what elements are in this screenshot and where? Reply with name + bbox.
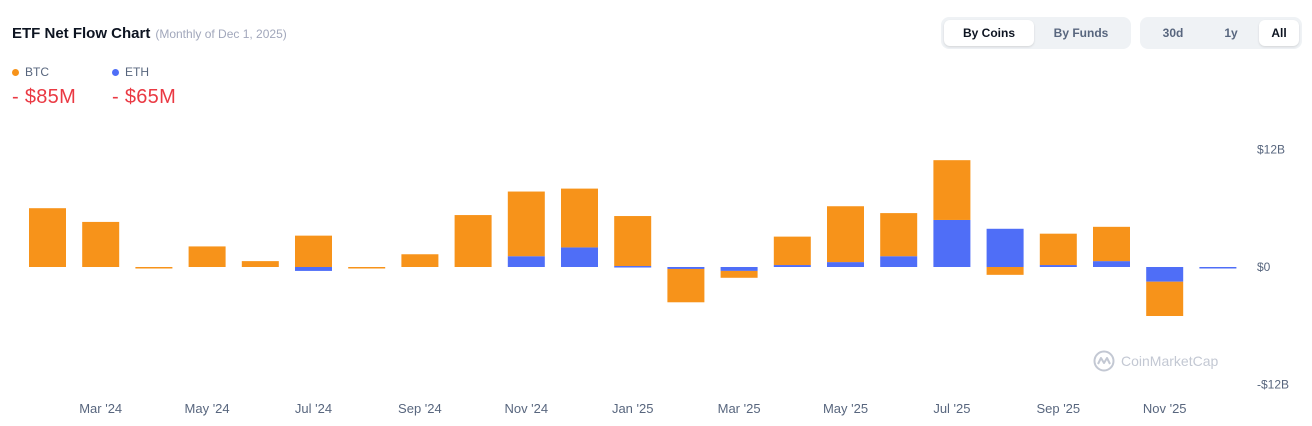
bar-btc-nov-25 (1146, 281, 1184, 316)
x-tick-label: Jan '25 (612, 401, 654, 416)
bar-btc-sep-24 (401, 254, 439, 267)
bar-btc-oct-25 (1093, 226, 1130, 262)
bar-eth-feb-25 (667, 267, 705, 269)
page-title: ETF Net Flow Chart (12, 25, 151, 42)
bar-btc-dec-24 (561, 188, 598, 248)
legend-item-btc[interactable]: BTC - $85M (12, 64, 112, 109)
bar-btc-jun-24 (241, 261, 279, 267)
legend-value-btc: - $85M (12, 86, 77, 108)
bar-btc-jun-25 (880, 213, 918, 257)
x-tick-label: Sep '24 (398, 401, 442, 416)
x-tick-label: Sep '25 (1036, 401, 1080, 416)
bar-eth-sep-25 (1039, 265, 1077, 267)
x-tick-label: Jul '25 (933, 401, 970, 416)
chart-subtitle: (Monthly of Dec 1, 2025) (155, 27, 287, 41)
bar-btc-mar-25 (720, 270, 758, 278)
bar-btc-feb-24 (29, 208, 66, 267)
bar-btc-jan-25 (614, 216, 652, 267)
legend: BTC - $85M ETH - $65M (12, 64, 212, 109)
bar-btc-aug-25 (986, 267, 1024, 275)
legend-item-eth[interactable]: ETH - $65M (112, 64, 212, 109)
x-tick-label: May '24 (185, 401, 230, 416)
y-tick-label: $12B (1257, 142, 1285, 156)
bar-eth-nov-24 (507, 256, 545, 267)
x-tick-label: May '25 (823, 401, 868, 416)
bar-eth-dec-24 (561, 247, 598, 267)
bar-eth-jun-25 (880, 256, 918, 267)
bar-eth-aug-25 (986, 228, 1024, 267)
x-tick-label: Mar '25 (718, 401, 761, 416)
bar-eth-may-25 (827, 262, 864, 267)
bar-btc-may-24 (188, 246, 226, 267)
coinmarketcap-logo-icon (1093, 350, 1115, 372)
legend-label-eth: ETH (125, 65, 149, 79)
bar-btc-may-25 (827, 206, 864, 263)
bar-btc-oct-24 (454, 215, 492, 267)
bar-eth-oct-25 (1093, 261, 1130, 267)
watermark-text: CoinMarketCap (1121, 353, 1219, 369)
legend-label-btc: BTC (25, 65, 49, 79)
by-funds-button[interactable]: By Funds (1053, 26, 1109, 40)
range-30d-button[interactable]: 30d (1162, 26, 1184, 40)
bar-btc-sep-25 (1039, 233, 1077, 266)
range-all-button[interactable]: All (1259, 20, 1299, 46)
bar-btc-apr-24 (135, 267, 173, 269)
by-coins-button[interactable]: By Coins (944, 20, 1034, 46)
bar-btc-aug-24 (348, 267, 386, 269)
bar-eth-jul-25 (933, 219, 971, 267)
bar-eth-dec-25 (1199, 267, 1237, 269)
bar-btc-jul-24 (295, 235, 332, 267)
y-tick-label: $0 (1257, 260, 1271, 274)
eth-dot-icon (112, 68, 119, 76)
bar-eth-mar-25 (720, 267, 758, 271)
x-tick-label: Mar '24 (79, 401, 122, 416)
x-tick-label: Nov '24 (504, 401, 548, 416)
x-tick-label: Jul '24 (295, 401, 332, 416)
bar-eth-jan-25 (614, 266, 652, 268)
group-toggle: By Coins By Funds (941, 17, 1131, 49)
legend-value-eth: - $65M (112, 86, 177, 108)
bar-btc-nov-24 (507, 191, 545, 257)
bar-btc-mar-24 (82, 221, 120, 267)
bar-eth-jul-24 (295, 267, 332, 271)
bar-btc-apr-25 (773, 236, 811, 266)
chart-header: ETF Net Flow Chart (Monthly of Dec 1, 20… (12, 25, 287, 42)
bar-eth-apr-25 (773, 265, 811, 267)
bar-eth-nov-25 (1146, 267, 1184, 282)
y-tick-label: -$12B (1257, 378, 1289, 392)
x-tick-label: Nov '25 (1143, 401, 1187, 416)
range-toggle: 30d 1y All (1140, 17, 1302, 49)
range-1y-button[interactable]: 1y (1224, 26, 1238, 40)
btc-dot-icon (12, 68, 19, 76)
bar-btc-feb-25 (667, 268, 705, 303)
bar-btc-jul-25 (933, 160, 971, 220)
watermark: CoinMarketCap (1093, 350, 1218, 372)
